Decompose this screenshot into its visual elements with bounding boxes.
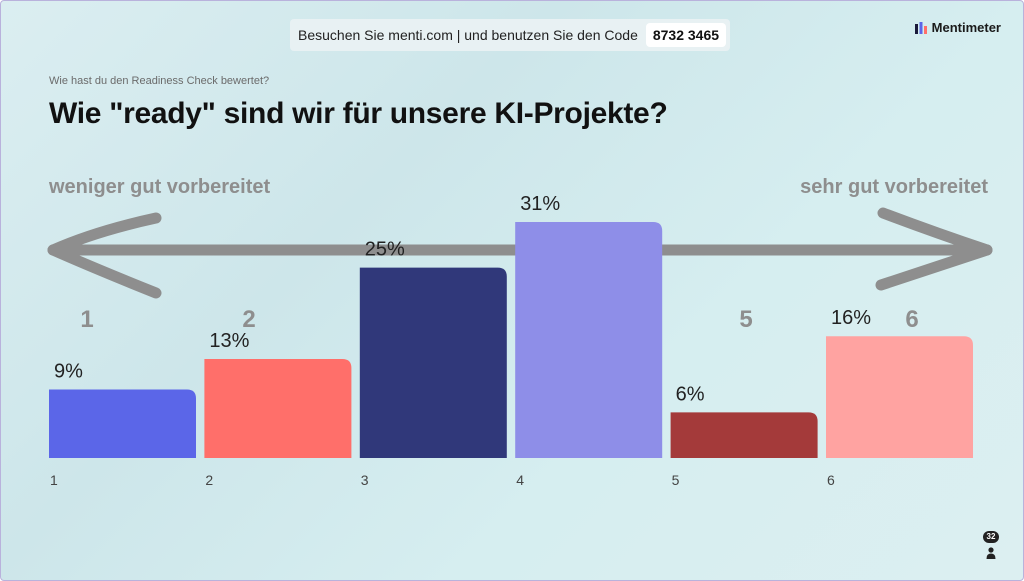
join-instructions: Besuchen Sie menti.com | und benutzen Si…: [290, 19, 730, 51]
value-label-2: 13%: [209, 330, 249, 352]
person-icon: [986, 547, 996, 559]
scale-left-label: weniger gut vorbereitet: [48, 176, 270, 198]
scale-number-2: 2: [242, 306, 255, 333]
join-text: Besuchen Sie menti.com | und benutzen Si…: [298, 27, 638, 43]
category-label-2: 2: [205, 472, 213, 488]
value-label-5: 6%: [676, 383, 705, 405]
arrow-left-head: [47, 212, 162, 299]
value-label-1: 9%: [54, 360, 83, 382]
bars-group: 9%113%225%331%46%516%6: [49, 193, 973, 488]
bar-1: [49, 389, 196, 458]
category-label-1: 1: [50, 472, 58, 488]
scale-number-5: 5: [739, 306, 752, 333]
bar-6: [826, 336, 973, 458]
scale-right-label: sehr gut vorbereitet: [800, 176, 988, 198]
question-subtitle: Wie hast du den Readiness Check bewertet…: [49, 75, 270, 87]
mentimeter-logo: Mentimeter: [914, 20, 1001, 35]
participant-count: 32: [982, 531, 1000, 543]
mentimeter-icon: [914, 21, 927, 34]
arrow-right-head: [875, 207, 993, 291]
value-label-3: 25%: [365, 239, 405, 261]
scale-number-1: 1: [80, 306, 93, 333]
bar-5: [670, 412, 818, 458]
participant-counter: 32: [980, 526, 1002, 559]
value-label-6: 16%: [831, 307, 871, 329]
category-label-6: 6: [827, 472, 835, 488]
bar-2: [204, 359, 352, 458]
brand-name: Mentimeter: [931, 20, 1001, 35]
category-label-5: 5: [672, 472, 680, 488]
bar-4: [515, 222, 663, 458]
category-label-4: 4: [516, 472, 524, 488]
scale-number-6: 6: [905, 306, 918, 333]
bar-3: [359, 267, 507, 458]
category-label-3: 3: [361, 472, 369, 488]
voting-code: 8732 3465: [645, 23, 727, 47]
question-title: Wie "ready" sind wir für unsere KI-Proje…: [49, 97, 668, 130]
value-label-4: 31%: [520, 193, 560, 215]
